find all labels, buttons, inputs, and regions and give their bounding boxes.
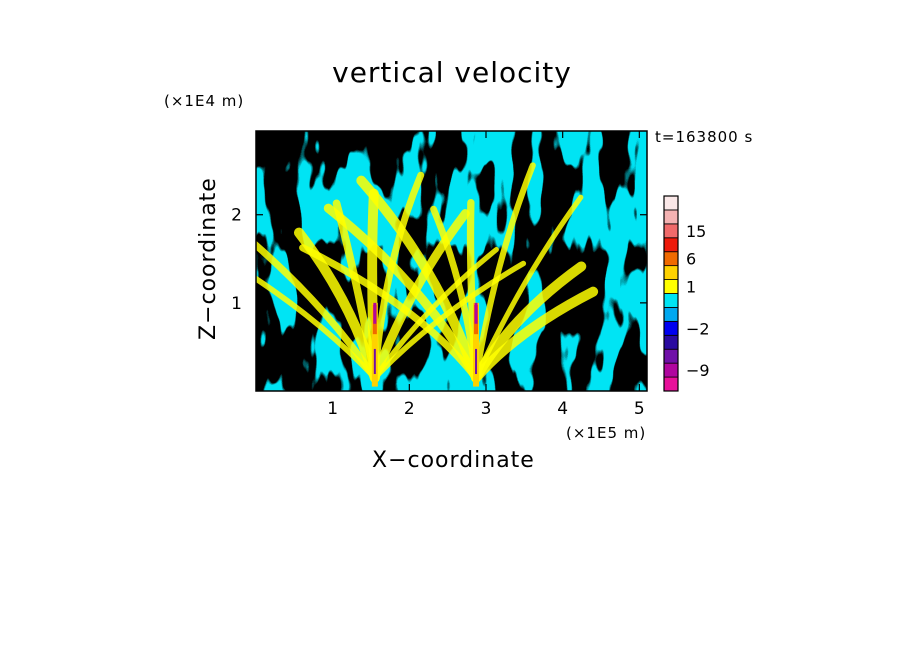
colorbar: 15 6 1 −2 −9 [663, 195, 710, 392]
colorbar-swatch [663, 195, 679, 211]
updraft-core-yellow [473, 302, 480, 387]
yellow-streak [256, 275, 378, 381]
x-tick-label: 2 [404, 399, 415, 419]
colorbar-swatch [663, 334, 679, 350]
updraft-core-violet [373, 348, 376, 375]
yellow-streak [471, 286, 599, 383]
colorbar-tick-label: 1 [686, 278, 696, 297]
colorbar-swatch [663, 251, 679, 267]
colorbar-swatch [663, 265, 679, 280]
yellow-streak [472, 162, 536, 381]
x-axis-unit: (×1E5 m) [566, 424, 647, 442]
updraft-core-purple [474, 302, 478, 324]
colorbar-swatch [663, 362, 679, 378]
z-tick-label: 1 [231, 294, 242, 314]
chart-title: vertical velocity [332, 56, 572, 89]
x-tick-label: 1 [327, 399, 338, 419]
yellow-streak [356, 175, 481, 383]
colorbar-swatch [663, 348, 679, 364]
colorbar-swatch [663, 293, 679, 308]
x-axis-ticks: 1 2 3 4 5 [327, 131, 645, 419]
updraft-core-violet [475, 348, 478, 375]
yellow-streak [256, 240, 379, 382]
colorbar-swatch [663, 320, 679, 336]
colorbar-tick-label: 15 [686, 222, 706, 241]
x-tick-label: 3 [481, 399, 492, 419]
z-axis-label: Z−coordinate [196, 177, 221, 340]
colorbar-tick-label: 6 [686, 250, 696, 269]
x-axis-label: X−coordinate [372, 448, 535, 473]
time-label: t=163800 s [655, 128, 754, 146]
colorbar-frame [663, 195, 679, 392]
contour-field [256, 131, 647, 391]
plot-frame [255, 130, 648, 392]
colorbar-tick-label: −9 [686, 361, 710, 380]
colorbar-swatch [663, 223, 679, 239]
updraft-core-yellow [371, 302, 378, 387]
x-tick-label: 5 [634, 399, 645, 419]
colorbar-swatch [663, 279, 679, 294]
colorbar-swatch [663, 307, 679, 322]
colorbar-swatch [663, 209, 679, 225]
updraft-columns [371, 302, 480, 387]
colorbar-swatch [663, 376, 679, 392]
colorbar-swatch [663, 237, 679, 253]
z-axis-ticks: 12 [231, 206, 647, 314]
x-tick-label: 4 [557, 399, 568, 419]
updraft-core-purple [373, 302, 377, 324]
z-axis-unit: (×1E4 m) [164, 92, 245, 110]
z-tick-label: 2 [231, 206, 242, 226]
colorbar-tick-label: −2 [686, 319, 710, 338]
